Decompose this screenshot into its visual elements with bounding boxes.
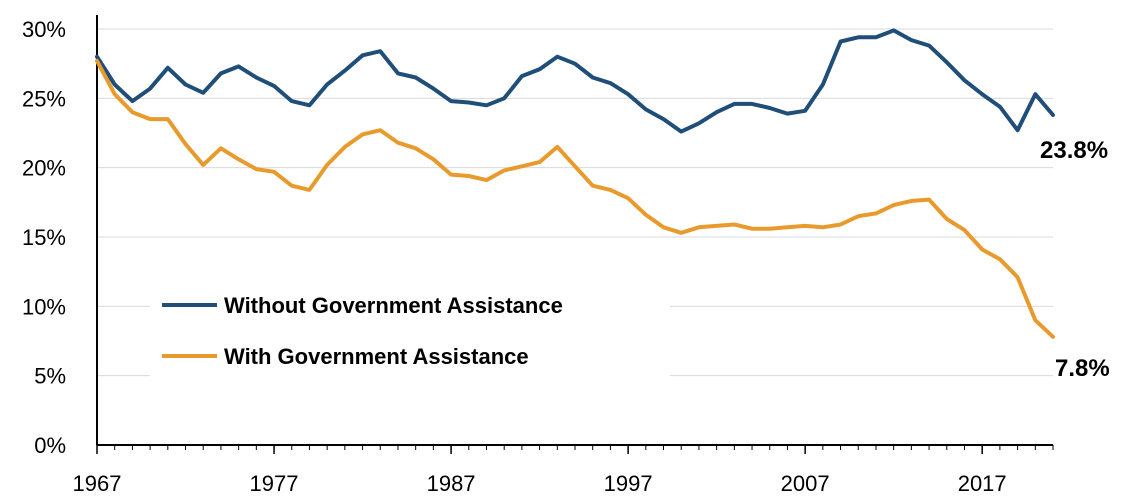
legend-background [150, 283, 670, 383]
y-tick-label: 15% [22, 225, 66, 250]
x-tick-label: 2007 [781, 471, 830, 496]
y-tick-label: 25% [22, 86, 66, 111]
end-label-without-assistance: 23.8% [1040, 137, 1108, 164]
axes: 0% 5% 10% 15% 20% 25% 30% 1967 1977 1987 1997 2007 2… [22, 15, 1054, 496]
y-tick-label: 5% [34, 364, 66, 389]
series-lines [95, 28, 1055, 339]
end-labels: 23.8% 7.8% [1040, 137, 1110, 382]
x-tick-label: 1997 [604, 471, 653, 496]
x-tick-label: 1967 [73, 471, 122, 496]
end-label-with-assistance: 7.8% [1055, 355, 1110, 382]
legend: Without Government Assistance With Gover… [150, 283, 670, 383]
x-tick-label: 1977 [250, 471, 299, 496]
y-tick-label: 0% [34, 433, 66, 458]
y-tick-label: 30% [22, 17, 66, 42]
x-tick-label: 1987 [427, 471, 476, 496]
legend-label-without-assistance: Without Government Assistance [224, 293, 563, 318]
x-tick-label: 2017 [958, 471, 1007, 496]
y-tick-label: 10% [22, 294, 66, 319]
series-line-without-assistance [95, 28, 1055, 134]
series-line-with-assistance [95, 58, 1055, 339]
y-tick-label: 20% [22, 156, 66, 181]
legend-label-with-assistance: With Government Assistance [224, 344, 529, 369]
